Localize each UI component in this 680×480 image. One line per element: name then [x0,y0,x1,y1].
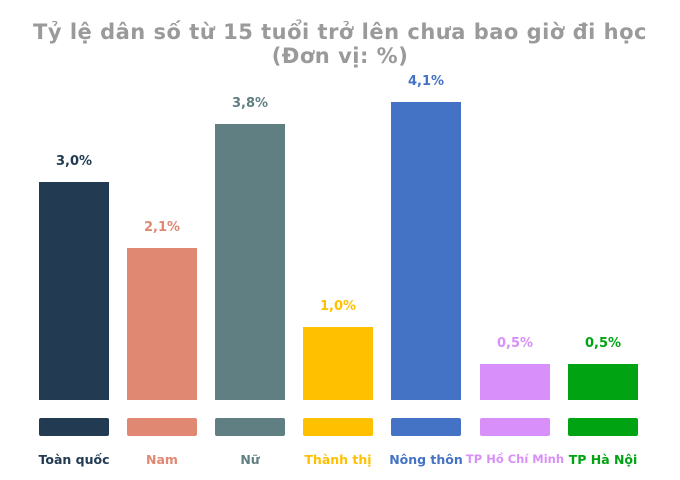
legend-label: TP Hồ Chí Minh [465,452,565,466]
legend-swatch [568,418,638,436]
chart-title: Tỷ lệ dân số từ 15 tuổi trở lên chưa bao… [33,20,647,68]
legend-swatch [127,418,197,436]
legend-swatch [391,418,461,436]
legend-swatch [39,418,109,436]
bar [568,364,638,400]
bar-value-label: 0,5% [496,336,534,351]
bar [303,327,373,400]
bar [391,102,461,400]
bar-value-label: 1,0% [319,299,357,314]
bar [480,364,550,400]
legend-label: TP Hà Nội [568,452,638,467]
legend-swatch [303,418,373,436]
legend-swatch [215,418,285,436]
bar-value-label: 3,0% [55,154,93,169]
bar-value-label: 2,1% [143,220,181,235]
legend-label: Toàn quốc [38,452,110,467]
legend-label: Nông thôn [389,452,463,467]
bar-value-label: 3,8% [231,96,269,111]
legend-swatch [480,418,550,436]
legend-label: Nữ [240,452,260,467]
bar [127,248,197,400]
bar [215,124,285,400]
bar-value-label: 0,5% [584,336,622,351]
legend-label: Thành thị [304,452,372,467]
bar [39,182,109,400]
bar-value-label: 4,1% [407,74,445,89]
legend-label: Nam [146,452,178,467]
